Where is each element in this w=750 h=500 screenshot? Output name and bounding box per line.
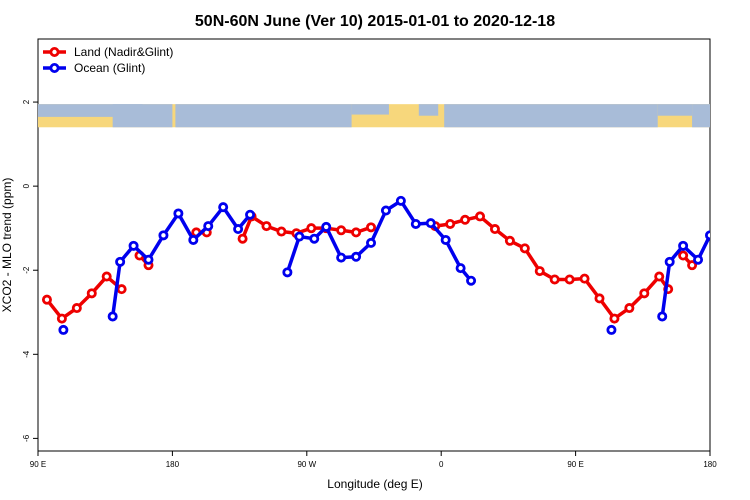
data-point <box>678 240 689 251</box>
data-point <box>203 221 214 232</box>
data-point <box>237 233 248 244</box>
series-line <box>110 205 252 317</box>
data-point <box>460 214 471 225</box>
legend-marker <box>49 47 60 58</box>
data-point <box>58 324 69 335</box>
data-point <box>410 218 421 229</box>
data-point <box>445 218 456 229</box>
data-point <box>475 211 486 222</box>
data-point <box>245 209 256 220</box>
data-point <box>276 226 287 237</box>
data-point <box>41 294 52 305</box>
y-tick-label: -6 <box>22 434 31 442</box>
y-axis: 2 0 -2 -4 -6 <box>22 99 38 442</box>
map-land <box>351 104 389 115</box>
data-point <box>366 222 377 233</box>
x-axis: 90 E 180 90 W 0 90 E 180 <box>30 451 717 469</box>
data-point <box>143 254 154 265</box>
data-point <box>86 288 97 299</box>
data-point <box>549 274 560 285</box>
chart-title: 50N-60N June (Ver 10) 2015-01-01 to 2020… <box>195 13 555 30</box>
y-tick-label: 2 <box>22 99 31 104</box>
data-point <box>366 237 377 248</box>
data-point <box>504 235 515 246</box>
data-point <box>687 260 698 271</box>
data-point <box>309 233 320 244</box>
data-point <box>282 267 293 278</box>
data-point <box>188 234 199 245</box>
data-point <box>321 221 332 232</box>
data-point <box>639 288 650 299</box>
data-point <box>351 251 362 262</box>
legend-label: Land (Nadir&Glint) <box>74 45 173 59</box>
data-point <box>395 195 406 206</box>
legend-marker <box>49 63 60 74</box>
series-layer <box>41 195 710 335</box>
data-point <box>664 256 675 267</box>
data-point <box>693 254 704 265</box>
data-point <box>107 311 118 322</box>
data-point <box>116 284 127 295</box>
data-point <box>101 271 112 282</box>
map-land <box>175 104 352 128</box>
x-tick-label: 180 <box>703 460 717 469</box>
data-point <box>294 231 305 242</box>
data-point <box>233 224 244 235</box>
x-tick-label: 0 <box>439 460 444 469</box>
data-point <box>380 205 391 216</box>
series-1 <box>58 195 710 335</box>
data-point <box>440 234 451 245</box>
data-point <box>654 271 665 282</box>
x-tick-label: 90 W <box>297 460 316 469</box>
data-point <box>115 256 126 267</box>
data-point <box>609 313 620 324</box>
y-tick-label: -4 <box>22 350 31 358</box>
series-line <box>434 214 670 321</box>
x-tick-label: 90 E <box>30 460 46 469</box>
data-point <box>657 311 668 322</box>
data-point <box>306 223 317 234</box>
map-land <box>112 104 173 128</box>
data-point <box>534 266 545 277</box>
map-land <box>418 104 439 116</box>
data-point <box>579 273 590 284</box>
data-point <box>606 324 617 335</box>
y-axis-label: XCO2 - MLO trend (ppm) <box>0 178 14 313</box>
x-tick-label: 180 <box>166 460 180 469</box>
data-point <box>466 275 477 286</box>
legend-label: Ocean (Glint) <box>74 61 145 75</box>
data-point <box>519 243 530 254</box>
data-point <box>678 250 689 261</box>
data-point <box>564 274 575 285</box>
data-point <box>128 240 139 251</box>
data-point <box>705 230 710 241</box>
data-point <box>71 303 82 314</box>
y-tick-label: 0 <box>22 183 31 188</box>
legend: Land (Nadir&Glint) Ocean (Glint) <box>43 45 173 75</box>
world-map-band <box>38 104 710 128</box>
data-point <box>336 225 347 236</box>
map-land <box>444 104 658 128</box>
data-point <box>624 303 635 314</box>
data-point <box>489 224 500 235</box>
data-point <box>56 313 67 324</box>
series-0 <box>41 211 698 324</box>
data-point <box>336 252 347 263</box>
data-point <box>173 208 184 219</box>
data-point <box>261 221 272 232</box>
data-point <box>425 218 436 229</box>
data-point <box>351 227 362 238</box>
plot-frame <box>37 38 711 452</box>
x-axis-label: Longitude (deg E) <box>327 477 422 491</box>
x-tick-label: 90 E <box>567 460 583 469</box>
map-land <box>657 104 693 116</box>
y-tick-label: -2 <box>22 266 31 274</box>
map-land <box>692 104 710 128</box>
data-point <box>158 230 169 241</box>
series-line <box>240 214 372 240</box>
data-point <box>594 293 605 304</box>
data-point <box>218 202 229 213</box>
data-point <box>455 263 466 274</box>
